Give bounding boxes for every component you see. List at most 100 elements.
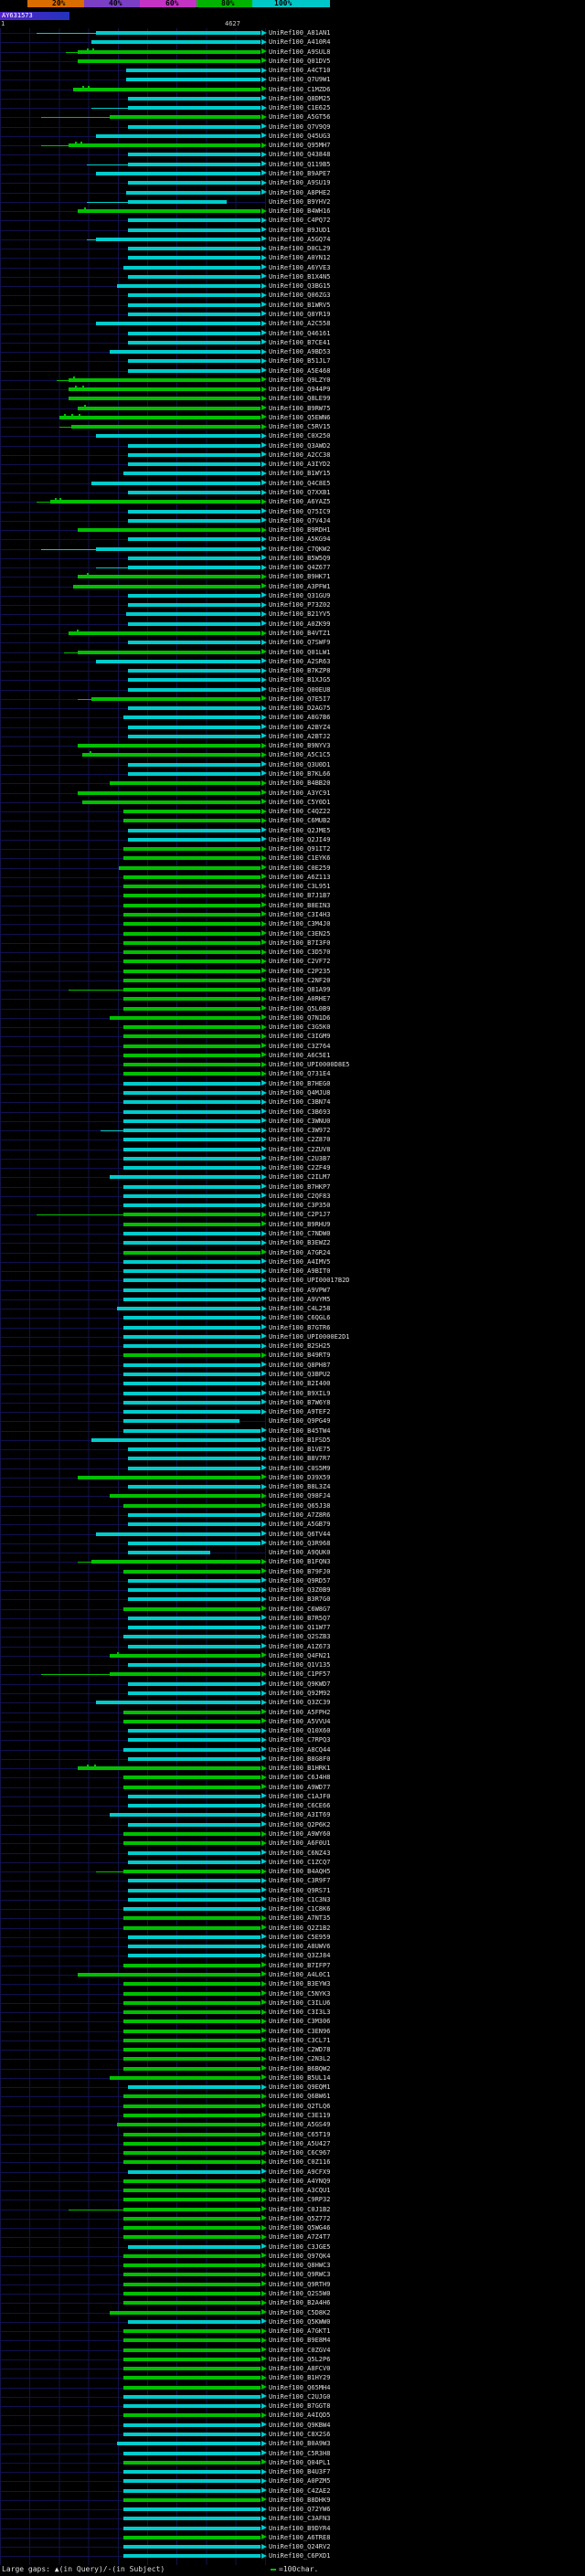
hsp-bar[interactable]	[123, 1166, 261, 1171]
hit-label[interactable]: UniRef100_C2U3B7	[269, 1154, 331, 1162]
hit-label[interactable]: UniRef100_A8CQ44	[269, 1745, 331, 1754]
hsp-bar[interactable]	[41, 548, 96, 550]
hit-label[interactable]: UniRef100_Q00EU8	[269, 685, 331, 694]
hit-label[interactable]: UniRef100_Q2Z1B2	[269, 1924, 331, 1932]
hsp-bar[interactable]	[69, 143, 261, 148]
hsp-bar[interactable]	[123, 847, 261, 852]
hsp-bar[interactable]	[123, 2367, 261, 2371]
hsp-bar[interactable]	[128, 2169, 261, 2174]
hit-label[interactable]: UniRef100_C2NF20	[269, 976, 331, 984]
hsp-bar[interactable]	[123, 2094, 261, 2099]
hsp-bar[interactable]	[123, 978, 261, 982]
hsp-bar[interactable]	[123, 2160, 261, 2165]
hsp-bar[interactable]	[128, 1485, 261, 1489]
hit-label[interactable]: UniRef100_A4CT10	[269, 67, 331, 75]
hsp-bar[interactable]	[128, 556, 261, 560]
hit-label[interactable]: UniRef100_Q3ZJ84	[269, 1952, 331, 1960]
hsp-bar[interactable]	[123, 2535, 261, 2539]
hsp-bar[interactable]	[90, 1437, 261, 1442]
hit-label[interactable]: UniRef100_A7Z8R6	[269, 1511, 331, 1519]
hsp-bar[interactable]	[123, 1203, 261, 1208]
hsp-bar[interactable]	[123, 940, 261, 945]
hsp-bar[interactable]	[123, 2554, 261, 2559]
hit-label[interactable]: UniRef100_C0ZGV4	[269, 2346, 331, 2354]
hsp-bar[interactable]	[123, 2263, 261, 2268]
hsp-bar[interactable]	[123, 1991, 261, 1996]
hsp-bar[interactable]	[77, 58, 261, 63]
hsp-bar[interactable]	[128, 537, 261, 542]
hsp-bar[interactable]	[77, 1766, 261, 1771]
hsp-bar[interactable]	[123, 2226, 261, 2231]
hit-label[interactable]: UniRef100_C5E959	[269, 1933, 331, 1941]
hsp-bar[interactable]	[123, 2376, 261, 2380]
hsp-bar[interactable]	[123, 1118, 261, 1123]
hsp-bar[interactable]	[110, 1494, 261, 1499]
hsp-bar[interactable]	[128, 368, 261, 373]
hit-label[interactable]: UniRef100_C1C8K6	[269, 1905, 331, 1913]
hit-label[interactable]: UniRef100_Q2JI49	[269, 835, 331, 843]
hsp-bar[interactable]	[123, 2151, 261, 2156]
hit-label[interactable]: UniRef100_C3G5K0	[269, 1023, 331, 1032]
hit-label[interactable]: UniRef100_B0A9W3	[269, 2440, 331, 2448]
hsp-bar[interactable]	[110, 1813, 261, 1818]
hsp-bar[interactable]	[41, 117, 111, 119]
hit-label[interactable]: UniRef100_Q4FN21	[269, 1651, 331, 1659]
hsp-bar[interactable]	[123, 1719, 261, 1723]
hit-label[interactable]: UniRef100_C0J1B2	[269, 2205, 331, 2213]
hsp-bar[interactable]	[110, 1653, 261, 1658]
hit-label[interactable]: UniRef100_C2VF72	[269, 958, 331, 966]
hsp-bar[interactable]	[123, 2235, 261, 2240]
hit-label[interactable]: UniRef100_Q1V135	[269, 1661, 331, 1670]
hit-label[interactable]: UniRef100_C7RPQ3	[269, 1736, 331, 1744]
hsp-bar[interactable]	[123, 1193, 261, 1198]
hit-label[interactable]: UniRef100_Q97QK4	[269, 2252, 331, 2260]
hit-label[interactable]: UniRef100_C6MUB2	[269, 817, 331, 825]
hsp-bar[interactable]	[123, 265, 261, 270]
hit-label[interactable]: UniRef100_Q01DV5	[269, 57, 331, 65]
hit-label[interactable]: UniRef100_A5KG94	[269, 535, 331, 544]
hit-label[interactable]: UniRef100_C3P350	[269, 1202, 331, 1210]
hsp-bar[interactable]	[71, 425, 261, 429]
hsp-bar[interactable]	[128, 228, 261, 232]
hit-label[interactable]: UniRef100_Q3R968	[269, 1539, 331, 1547]
hsp-bar[interactable]	[123, 997, 261, 1002]
hit-label[interactable]: UniRef100_B6BQW2	[269, 2064, 331, 2072]
hsp-bar[interactable]	[123, 2357, 261, 2361]
hsp-bar[interactable]	[123, 2141, 261, 2146]
hit-label[interactable]: UniRef100_Q5KWW0	[269, 2317, 331, 2326]
hit-label[interactable]: UniRef100_Q01LW1	[269, 648, 331, 656]
hsp-bar[interactable]	[123, 2385, 261, 2390]
hit-label[interactable]: UniRef100_B8EIN3	[269, 901, 331, 909]
hsp-bar[interactable]	[123, 819, 261, 823]
hit-label[interactable]: UniRef100_C2ZUV8	[269, 1145, 331, 1153]
hit-label[interactable]: UniRef100_D39X59	[269, 1473, 331, 1481]
hit-label[interactable]: UniRef100_Q9LZY0	[269, 376, 331, 384]
hit-label[interactable]: UniRef100_B9RW75	[269, 404, 331, 412]
hit-label[interactable]: UniRef100_C2ILM7	[269, 1173, 331, 1182]
hsp-bar[interactable]	[128, 621, 261, 626]
hsp-bar[interactable]	[128, 153, 261, 157]
hit-label[interactable]: UniRef100_B1X4N5	[269, 272, 331, 281]
hsp-bar[interactable]	[123, 1232, 261, 1235]
hit-label[interactable]: UniRef100_C6NZ43	[269, 1849, 331, 1857]
hsp-bar[interactable]	[86, 239, 96, 240]
hit-label[interactable]: UniRef100_Q9RTH9	[269, 2280, 331, 2288]
hsp-bar[interactable]	[128, 218, 261, 223]
hit-label[interactable]: UniRef100_A9VPW7	[269, 1286, 331, 1294]
hsp-bar[interactable]	[123, 1982, 261, 1987]
hit-label[interactable]: UniRef100_C4QZ22	[269, 808, 331, 816]
hsp-bar[interactable]	[128, 518, 261, 523]
hsp-bar[interactable]	[128, 1522, 261, 1527]
hit-label[interactable]: UniRef100_Q65MH4	[269, 2383, 331, 2391]
hsp-bar[interactable]	[110, 1015, 261, 1020]
hit-label[interactable]: UniRef100_A3IT69	[269, 1811, 331, 1819]
hsp-bar[interactable]	[95, 434, 261, 439]
hsp-bar[interactable]	[73, 87, 261, 91]
hsp-bar[interactable]	[128, 734, 261, 738]
hsp-bar[interactable]	[128, 302, 261, 307]
hit-label[interactable]: UniRef100_Q9RWC3	[269, 2271, 331, 2279]
hsp-bar[interactable]	[128, 1466, 261, 1470]
hit-label[interactable]: UniRef100_A5U427	[269, 2139, 331, 2147]
hsp-bar[interactable]	[123, 1635, 261, 1639]
hit-label[interactable]: UniRef100_Q98FJ4	[269, 1492, 331, 1500]
